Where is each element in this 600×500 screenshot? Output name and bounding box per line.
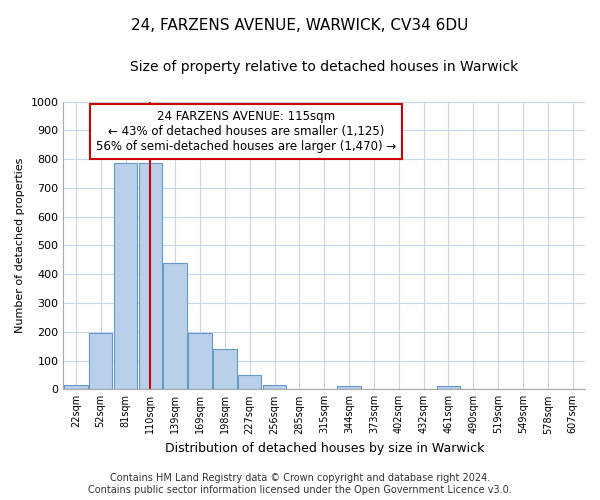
Bar	[114, 164, 137, 390]
Text: 24 FARZENS AVENUE: 115sqm
← 43% of detached houses are smaller (1,125)
56% of se: 24 FARZENS AVENUE: 115sqm ← 43% of detac…	[96, 110, 396, 153]
Bar	[238, 375, 262, 390]
Bar	[163, 262, 187, 390]
Text: Contains HM Land Registry data © Crown copyright and database right 2024.
Contai: Contains HM Land Registry data © Crown c…	[88, 474, 512, 495]
Bar	[263, 385, 286, 390]
Bar	[89, 333, 112, 390]
Bar	[337, 386, 361, 390]
Bar	[64, 385, 88, 390]
Bar	[188, 333, 212, 390]
Y-axis label: Number of detached properties: Number of detached properties	[15, 158, 25, 333]
Text: 24, FARZENS AVENUE, WARWICK, CV34 6DU: 24, FARZENS AVENUE, WARWICK, CV34 6DU	[131, 18, 469, 32]
Title: Size of property relative to detached houses in Warwick: Size of property relative to detached ho…	[130, 60, 518, 74]
Bar	[437, 386, 460, 390]
X-axis label: Distribution of detached houses by size in Warwick: Distribution of detached houses by size …	[164, 442, 484, 455]
Bar	[213, 349, 236, 390]
Bar	[139, 164, 162, 390]
